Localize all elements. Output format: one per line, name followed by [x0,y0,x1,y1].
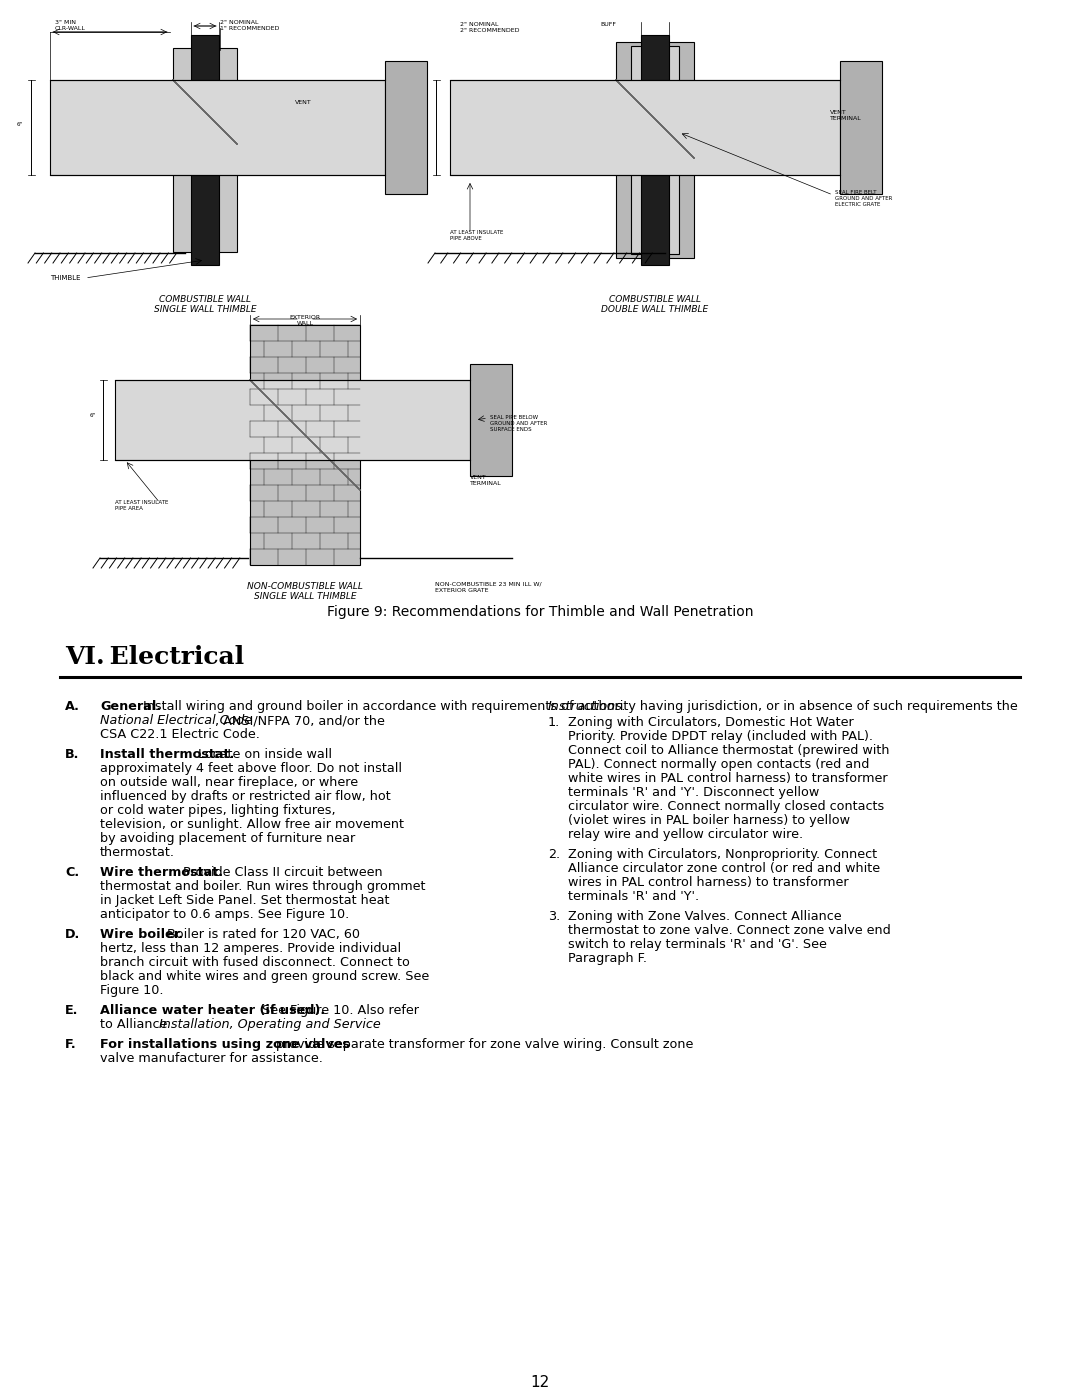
Text: Priority. Provide DPDT relay (included with PAL).: Priority. Provide DPDT relay (included w… [568,731,873,743]
Text: television, or sunlight. Allow free air movement: television, or sunlight. Allow free air … [100,819,404,831]
Text: BUFF: BUFF [600,22,616,27]
Bar [642,35,669,265]
Text: EXTERIOR
WALL: EXTERIOR WALL [289,314,321,326]
Text: PAL). Connect normally open contacts (red and: PAL). Connect normally open contacts (re… [568,759,869,771]
Bar [384,61,427,194]
Text: , ANSI/NFPA 70, and/or the: , ANSI/NFPA 70, and/or the [215,714,384,726]
Text: National Electrical Code: National Electrical Code [100,714,253,726]
Bar [631,46,679,254]
Text: provide separate transformer for zone valve wiring. Consult zone: provide separate transformer for zone va… [272,1038,693,1051]
Bar [114,380,470,460]
Text: switch to relay terminals 'R' and 'G'. See: switch to relay terminals 'R' and 'G'. S… [568,937,827,951]
Text: 6": 6" [17,122,23,127]
Text: in Jacket Left Side Panel. Set thermostat heat: in Jacket Left Side Panel. Set thermosta… [100,894,390,907]
Text: Figure 10.: Figure 10. [100,983,163,997]
Text: SEAL PIPE BELOW
GROUND AND AFTER
SURFACE ENDS: SEAL PIPE BELOW GROUND AND AFTER SURFACE… [490,415,548,432]
Text: COMBUSTIBLE WALL
DOUBLE WALL THIMBLE: COMBUSTIBLE WALL DOUBLE WALL THIMBLE [602,295,708,314]
Text: Boiler is rated for 120 VAC, 60: Boiler is rated for 120 VAC, 60 [159,928,360,942]
Text: 2" NOMINAL
2" RECOMMENDED: 2" NOMINAL 2" RECOMMENDED [460,22,519,32]
Text: anticipator to 0.6 amps. See Figure 10.: anticipator to 0.6 amps. See Figure 10. [100,908,349,921]
Text: white wires in PAL control harness) to transformer: white wires in PAL control harness) to t… [568,773,888,785]
Text: For installations using zone valves: For installations using zone valves [100,1038,350,1051]
Text: General.: General. [100,700,161,712]
Text: Install thermostat.: Install thermostat. [100,747,234,761]
Text: thermostat and boiler. Run wires through grommet: thermostat and boiler. Run wires through… [100,880,426,893]
Text: Zoning with Circulators, Domestic Hot Water: Zoning with Circulators, Domestic Hot Wa… [568,717,854,729]
Text: THIMBLE: THIMBLE [50,275,81,281]
Text: Installation, Operating and Service: Installation, Operating and Service [159,1018,381,1031]
Text: B.: B. [65,747,79,761]
Text: Alliance water heater (if used).: Alliance water heater (if used). [100,1004,325,1017]
Bar [616,42,694,258]
Text: Zoning with Circulators, Nonpropriority. Connect: Zoning with Circulators, Nonpropriority.… [568,848,877,861]
Text: (violet wires in PAL boiler harness) to yellow: (violet wires in PAL boiler harness) to … [568,814,850,827]
Text: NON-COMBUSTIBLE WALL
SINGLE WALL THIMBLE: NON-COMBUSTIBLE WALL SINGLE WALL THIMBLE [247,583,363,601]
Text: approximately 4 feet above floor. Do not install: approximately 4 feet above floor. Do not… [100,761,402,775]
Bar [840,61,882,194]
Text: by avoiding placement of furniture near: by avoiding placement of furniture near [100,833,355,845]
Text: See Figure 10. Also refer: See Figure 10. Also refer [257,1004,419,1017]
Text: SEAL FIRE BELT
GROUND AND AFTER
ELECTRIC GRATE: SEAL FIRE BELT GROUND AND AFTER ELECTRIC… [835,190,892,207]
Text: AT LEAST INSULATE
PIPE ABOVE: AT LEAST INSULATE PIPE ABOVE [450,231,503,240]
Text: terminals 'R' and 'Y'. Disconnect yellow: terminals 'R' and 'Y'. Disconnect yellow [568,787,820,799]
Text: or cold water pipes, lighting fixtures,: or cold water pipes, lighting fixtures, [100,805,336,817]
Text: circulator wire. Connect normally closed contacts: circulator wire. Connect normally closed… [568,800,885,813]
Text: A.: A. [65,700,80,712]
Text: thermostat to zone valve. Connect zone valve end: thermostat to zone valve. Connect zone v… [568,923,891,937]
Text: branch circuit with fused disconnect. Connect to: branch circuit with fused disconnect. Co… [100,956,410,970]
Text: Paragraph F.: Paragraph F. [568,951,647,965]
Text: Wire boiler.: Wire boiler. [100,928,183,942]
Text: Install wiring and ground boiler in accordance with requirements of authority ha: Install wiring and ground boiler in acco… [139,700,1018,712]
Text: hertz, less than 12 amperes. Provide individual: hertz, less than 12 amperes. Provide ind… [100,942,401,956]
Text: AT LEAST INSULATE
PIPE AREA: AT LEAST INSULATE PIPE AREA [114,500,168,511]
Text: CSA C22.1 Electric Code.: CSA C22.1 Electric Code. [100,728,260,740]
Text: 1.: 1. [548,717,561,729]
Text: D.: D. [65,928,80,942]
Text: thermostat.: thermostat. [100,847,175,859]
Text: Figure 9: Recommendations for Thimble and Wall Penetration: Figure 9: Recommendations for Thimble an… [327,605,753,619]
Text: VI. Electrical: VI. Electrical [65,645,244,669]
Text: Zoning with Zone Valves. Connect Alliance: Zoning with Zone Valves. Connect Allianc… [568,909,841,923]
Text: Instructions.: Instructions. [548,700,626,712]
Text: Alliance circulator zone control (or red and white: Alliance circulator zone control (or red… [568,862,880,875]
Text: wires in PAL control harness) to transformer: wires in PAL control harness) to transfo… [568,876,849,888]
Bar [50,80,384,175]
Bar [470,365,512,476]
Text: 12: 12 [530,1375,550,1390]
Text: VENT: VENT [295,101,312,105]
Bar [191,35,219,265]
Text: NON-COMBUSTIBLE 23 MIN ILL W/
EXTERIOR GRATE: NON-COMBUSTIBLE 23 MIN ILL W/ EXTERIOR G… [435,583,542,592]
Bar [249,326,360,564]
Bar [173,47,237,251]
Text: Wire thermostat.: Wire thermostat. [100,866,222,879]
Text: to Alliance: to Alliance [100,1018,172,1031]
Text: 2" NOMINAL
1" RECOMMENDED: 2" NOMINAL 1" RECOMMENDED [220,20,280,31]
Text: on outside wall, near fireplace, or where: on outside wall, near fireplace, or wher… [100,775,359,789]
Text: 3.: 3. [548,909,561,923]
Text: F.: F. [65,1038,77,1051]
Text: VENT
TERMINAL: VENT TERMINAL [470,475,502,486]
Text: valve manufacturer for assistance.: valve manufacturer for assistance. [100,1052,323,1065]
Text: Connect coil to Alliance thermostat (prewired with: Connect coil to Alliance thermostat (pre… [568,745,890,757]
Text: E.: E. [65,1004,79,1017]
Text: influenced by drafts or restricted air flow, hot: influenced by drafts or restricted air f… [100,789,391,803]
Text: 6": 6" [90,414,96,418]
Text: Provide Class II circuit between: Provide Class II circuit between [179,866,382,879]
Text: Locate on inside wall: Locate on inside wall [193,747,332,761]
Bar [450,80,840,175]
Text: terminals 'R' and 'Y'.: terminals 'R' and 'Y'. [568,890,699,902]
Text: VENT
TERMINAL: VENT TERMINAL [831,110,862,120]
Text: 3" MIN
CLR-WALL: 3" MIN CLR-WALL [55,20,86,31]
Text: COMBUSTIBLE WALL
SINGLE WALL THIMBLE: COMBUSTIBLE WALL SINGLE WALL THIMBLE [153,295,256,314]
Text: black and white wires and green ground screw. See: black and white wires and green ground s… [100,970,429,983]
Text: C.: C. [65,866,79,879]
Text: 2.: 2. [548,848,561,861]
Text: relay wire and yellow circulator wire.: relay wire and yellow circulator wire. [568,828,804,841]
